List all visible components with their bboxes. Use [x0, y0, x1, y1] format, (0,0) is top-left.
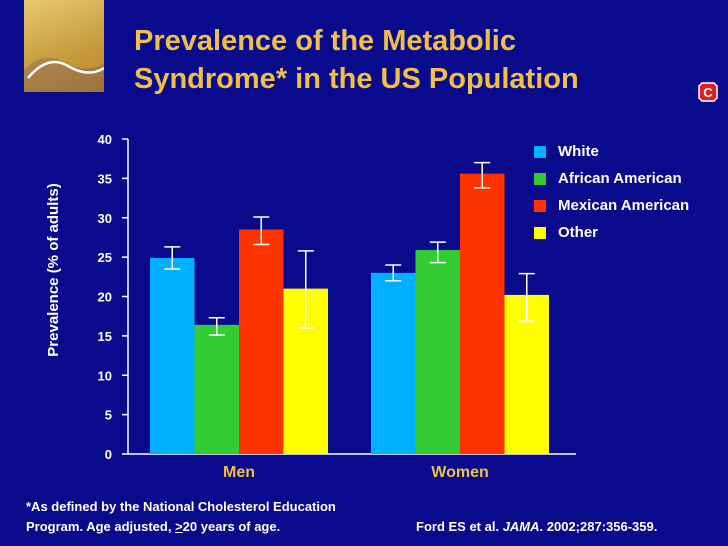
y-tick-label-30: 30 — [98, 211, 112, 226]
x-category-label-men: Men — [223, 464, 255, 481]
y-tick-label-20: 20 — [98, 290, 112, 305]
x-category-label-women: Women — [431, 464, 488, 481]
logo-tile — [24, 0, 105, 92]
copyright-badge-icon: C — [698, 82, 718, 102]
legend-label-other: Other — [558, 224, 599, 241]
bar-women-african-american — [415, 250, 460, 454]
bar-men-white — [150, 257, 195, 454]
footnote-line2-post: 20 years of age. — [182, 519, 281, 534]
slide-title-line2: Syndrome* in the US Population — [134, 63, 579, 95]
bar-women-mexican-american — [460, 173, 505, 454]
badge-letter: C — [703, 85, 713, 100]
legend-item-other: Other — [534, 219, 689, 246]
y-tick-label-15: 15 — [98, 329, 112, 344]
legend-item-mexican-american: Mexican American — [534, 192, 689, 219]
footnote-ge-symbol: > — [175, 519, 183, 534]
legend-swatch-african-american — [534, 172, 546, 185]
legend-item-african-american: African American — [534, 165, 689, 192]
logo-curve-icon — [24, 57, 105, 92]
y-tick-label-5: 5 — [105, 408, 112, 423]
legend-label-white: White — [558, 143, 599, 160]
bar-women-white — [371, 272, 416, 454]
footnote-line2: Program. Age adjusted, >20 years of age. — [26, 517, 426, 537]
y-tick-label-40: 40 — [98, 132, 112, 147]
citation-authors: Ford ES et al. — [416, 519, 503, 534]
legend-swatch-other — [534, 226, 546, 239]
citation-journal: JAMA — [502, 519, 540, 534]
footnote: *As defined by the National Cholesterol … — [26, 497, 426, 537]
y-tick-label-25: 25 — [98, 250, 112, 265]
citation: Ford ES et al. JAMA. 2002;287:356-359. — [416, 517, 657, 537]
legend-swatch-mexican-american — [534, 199, 546, 212]
slide-title: Prevalence of the Metabolic Syndrome* in… — [134, 22, 694, 98]
y-tick-label-35: 35 — [98, 171, 112, 186]
citation-details: . 2002;287:356-359. — [539, 519, 658, 534]
chart-legend: White African American Mexican American … — [534, 138, 689, 246]
legend-label-african-american: African American — [558, 170, 682, 187]
slide-title-line1: Prevalence of the Metabolic — [134, 25, 516, 57]
y-tick-label-0: 0 — [105, 447, 112, 462]
bar-men-mexican-american — [239, 229, 284, 454]
footnote-line2-pre: Program. Age adjusted, — [26, 519, 176, 534]
legend-swatch-white — [534, 145, 546, 158]
bar-men-african-american — [194, 324, 239, 454]
y-axis-label: Prevalence (% of adults) — [45, 183, 62, 357]
footnote-line1: *As defined by the National Cholesterol … — [26, 499, 336, 514]
legend-item-white: White — [534, 138, 689, 165]
y-tick-label-10: 10 — [98, 368, 112, 383]
legend-label-mexican-american: Mexican American — [558, 197, 690, 214]
